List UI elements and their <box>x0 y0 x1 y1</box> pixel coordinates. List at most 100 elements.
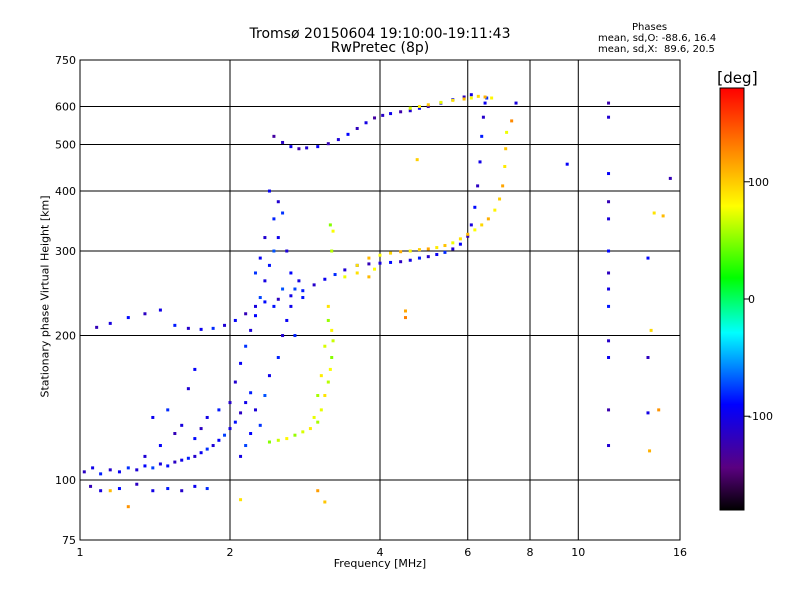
data-point <box>646 355 650 359</box>
data-point <box>373 267 377 271</box>
data-point <box>281 140 285 144</box>
data-point <box>267 189 271 193</box>
data-point <box>253 271 257 275</box>
data-point <box>504 147 508 151</box>
data-point <box>166 487 170 491</box>
data-point <box>180 423 184 427</box>
data-point <box>476 94 480 98</box>
data-point <box>466 232 470 236</box>
stats-heading: Phases <box>632 22 668 33</box>
data-point <box>244 444 248 448</box>
data-point <box>333 273 337 277</box>
data-point <box>355 263 359 267</box>
data-point <box>649 328 653 332</box>
y-axis-label: Stationary phase Virtual Height [km] <box>38 195 52 398</box>
data-point <box>443 244 447 248</box>
data-point <box>82 470 86 474</box>
data-point <box>135 482 139 486</box>
data-point <box>481 115 485 119</box>
data-point <box>263 394 267 398</box>
data-point <box>469 223 473 227</box>
data-point <box>657 408 661 412</box>
data-point <box>186 387 190 391</box>
y-tick-label: 400 <box>55 185 76 198</box>
data-point <box>607 339 611 343</box>
data-point <box>426 105 430 109</box>
data-point <box>173 432 177 436</box>
x-tick-label: 16 <box>673 546 687 559</box>
data-point <box>417 248 421 252</box>
data-point <box>180 458 184 462</box>
data-point <box>403 316 407 320</box>
data-point <box>258 423 262 427</box>
colorbar-title: [deg] <box>717 68 758 87</box>
data-point <box>486 217 490 221</box>
data-point <box>143 312 147 316</box>
data-point <box>228 427 232 431</box>
data-point <box>173 323 177 327</box>
data-point <box>301 289 305 293</box>
data-point <box>389 251 393 255</box>
data-point <box>323 277 327 281</box>
data-points <box>82 93 672 509</box>
data-point <box>186 326 190 330</box>
y-tick-label: 500 <box>55 139 76 152</box>
data-point <box>199 327 203 331</box>
data-point <box>607 101 611 105</box>
data-point <box>435 246 439 250</box>
data-point <box>417 256 421 260</box>
data-point <box>308 427 312 431</box>
data-point <box>607 408 611 412</box>
data-point <box>276 297 280 301</box>
data-point <box>408 106 412 110</box>
data-point <box>193 454 197 458</box>
data-point <box>193 484 197 488</box>
data-point <box>458 242 462 246</box>
data-point <box>258 256 262 260</box>
data-point <box>336 138 340 142</box>
data-point <box>408 258 412 262</box>
data-point <box>503 164 507 168</box>
data-point <box>323 500 327 504</box>
data-point <box>323 394 327 398</box>
data-point <box>493 208 497 212</box>
data-point <box>293 433 297 437</box>
data-point <box>301 296 305 300</box>
data-point <box>91 466 95 470</box>
data-point <box>272 249 276 253</box>
data-point <box>364 121 368 125</box>
data-point <box>276 355 280 359</box>
chart-subtitle: RwPretec (8p) <box>330 40 430 56</box>
data-point <box>483 95 487 99</box>
data-point <box>408 109 412 113</box>
data-point <box>253 304 257 308</box>
data-point <box>389 112 393 116</box>
data-point <box>233 318 237 322</box>
data-point <box>476 184 480 188</box>
data-point <box>408 249 412 253</box>
data-point <box>381 113 385 117</box>
data-point <box>607 217 611 221</box>
data-point <box>426 103 430 107</box>
data-point <box>417 105 421 109</box>
data-point <box>95 325 99 329</box>
data-point <box>399 260 403 264</box>
data-point <box>343 268 347 272</box>
data-point <box>646 256 650 260</box>
data-point <box>228 401 232 405</box>
data-point <box>646 411 650 415</box>
data-point <box>490 96 494 100</box>
data-point <box>193 437 197 441</box>
data-point <box>158 462 162 466</box>
data-point <box>607 115 611 119</box>
data-point <box>180 489 184 493</box>
data-point <box>117 487 121 491</box>
data-point <box>143 464 147 468</box>
data-point <box>253 314 257 318</box>
data-point <box>233 380 237 384</box>
data-point <box>316 394 320 398</box>
colorbar-unit: deg <box>723 69 752 87</box>
data-point <box>316 420 320 424</box>
data-point <box>312 415 316 419</box>
stats-o-line: mean, sd,O: -88.6, 16.4 <box>598 33 717 44</box>
